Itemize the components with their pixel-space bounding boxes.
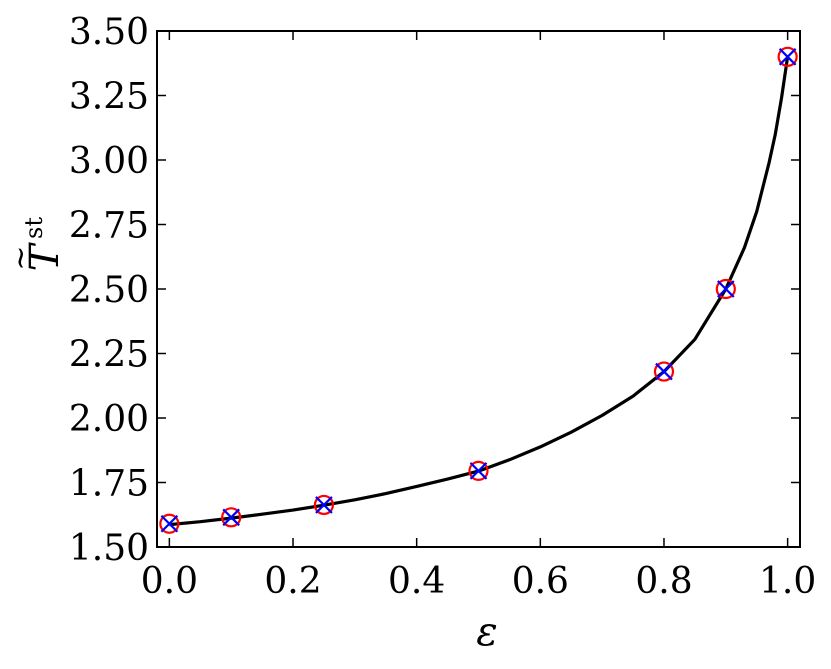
y-tick-label: 1.50 [69, 528, 149, 569]
y-tick-label: 2.75 [69, 206, 149, 247]
x-tick-label: 0.8 [635, 561, 692, 602]
x-marker [778, 48, 797, 66]
x-marker [469, 462, 488, 480]
y-axis-label-superscript: st [20, 217, 48, 239]
circle-marker [221, 507, 242, 528]
x-tick-label: 1.0 [759, 561, 816, 602]
x-marker [160, 515, 179, 533]
x-marker [222, 508, 240, 527]
y-tick-label: 3.25 [69, 77, 149, 118]
circle-marker [159, 513, 180, 534]
x-marker-stroke [315, 496, 333, 514]
x-tick-label: 0.6 [512, 561, 569, 602]
x-marker-stroke [717, 280, 735, 298]
y-axis-label: T ~ st [3, 217, 68, 272]
y-tick-label: 3.50 [69, 12, 149, 53]
x-marker-stroke [655, 362, 673, 381]
y-axis-label-accent: ~ [3, 245, 38, 270]
y-tick-label: 2.00 [69, 399, 149, 440]
x-marker [655, 362, 673, 381]
y-tick-labels: 1.50 1.75 2.00 2.25 2.50 2.75 3.00 3.25 3.50 [69, 12, 149, 569]
x-tick-label: 0.4 [388, 561, 445, 602]
x-marker [717, 280, 735, 298]
x-marker-stroke [222, 508, 240, 527]
circle-marker [715, 278, 736, 300]
x-marker [315, 496, 333, 514]
x-tick-label: 0.2 [264, 561, 321, 602]
series-layer [159, 46, 798, 534]
x-tick-label: 0.0 [141, 561, 198, 602]
y-tick-label: 1.75 [69, 464, 149, 505]
x-marker-stroke [778, 48, 797, 66]
x-marker-stroke [469, 462, 488, 480]
tick-marks [157, 30, 800, 548]
circle-marker [777, 46, 798, 67]
x-axis-label: ε [476, 609, 497, 655]
y-tick-label: 3.00 [69, 141, 149, 182]
y-axis-label-main: T [22, 241, 68, 271]
series-line [169, 56, 790, 527]
circle-marker [313, 494, 335, 516]
x-tick-labels: 0.0 0.2 0.4 0.6 0.8 1.0 [141, 561, 817, 602]
circle-marker [468, 460, 489, 481]
x-marker-stroke [160, 515, 179, 533]
circle-marker [653, 361, 675, 382]
y-tick-label: 2.50 [69, 270, 149, 311]
y-tick-label: 2.25 [69, 335, 149, 376]
